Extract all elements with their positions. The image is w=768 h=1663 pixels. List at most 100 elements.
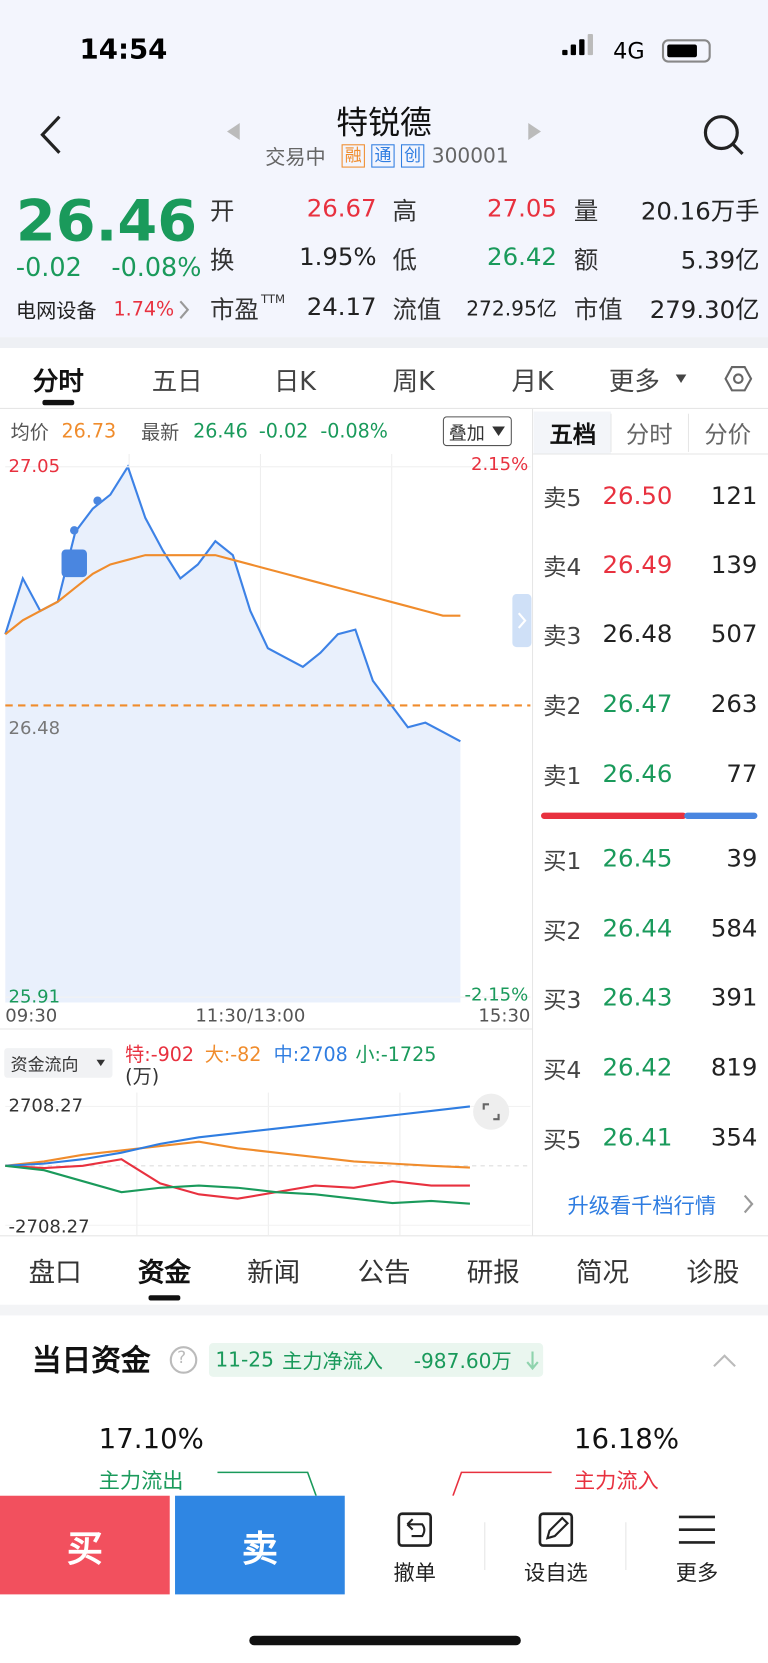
stat-label: 换 — [210, 247, 235, 275]
flow-selector[interactable] — [4, 1048, 113, 1078]
inflow-leader — [452, 1471, 552, 1496]
order-price: 26.42 — [602, 1054, 673, 1083]
sell-label: 卖 — [241, 1528, 278, 1571]
stat-value: 272.95亿 — [466, 297, 557, 321]
home-indicator — [249, 1635, 521, 1646]
order-level-label: 卖3 — [543, 623, 582, 651]
chart-tab[interactable]: 周K — [392, 366, 435, 397]
expand-button[interactable] — [473, 1093, 510, 1130]
detail-tab[interactable]: 简况 — [576, 1257, 630, 1288]
order-price: 26.47 — [602, 690, 673, 719]
net-flow-pill — [208, 1342, 544, 1377]
chart-tab[interactable]: 更多 — [608, 366, 660, 397]
order-book-tab[interactable]: 五档 — [549, 422, 597, 449]
x-tick-label: 11:30/13:00 — [195, 1005, 306, 1027]
expand-icon — [482, 1103, 500, 1121]
stat-value: 5.39亿 — [680, 247, 760, 275]
stat-label: 低 — [392, 247, 417, 275]
chart-tab[interactable]: 日K — [273, 366, 316, 397]
order-price: 26.45 — [602, 845, 673, 874]
order-book-tab[interactable]: 分价 — [704, 422, 752, 449]
last-price: 26.46 — [15, 187, 198, 255]
settings-icon[interactable] — [724, 365, 753, 392]
flow-legend: 特:-902 — [125, 1043, 195, 1067]
order-price: 26.48 — [602, 620, 673, 649]
prev-stock[interactable] — [227, 123, 240, 141]
stat-label: 开 — [210, 198, 235, 226]
detail-tab[interactable]: 诊股 — [686, 1257, 740, 1288]
search-handle — [731, 143, 744, 155]
flow-unit: (万) — [125, 1066, 160, 1089]
flow-legend: 小:-1725 — [355, 1043, 437, 1067]
chart-tab[interactable]: 五日 — [151, 366, 203, 397]
next-stock[interactable] — [528, 123, 542, 141]
signal-bar — [579, 39, 585, 56]
event-dot — [70, 526, 79, 535]
search-button[interactable] — [703, 115, 739, 151]
more-caret — [675, 374, 687, 383]
battery-level — [667, 44, 697, 58]
action-label[interactable]: 更多 — [675, 1559, 719, 1586]
stat-value: 20.16万手 — [640, 198, 760, 226]
sector-name[interactable]: 电网设备 — [15, 299, 97, 324]
last-change-pct: -0.08% — [320, 420, 388, 443]
network-type: 4G — [613, 38, 645, 64]
cancel-arrow — [406, 1518, 426, 1538]
stat-value: 279.30亿 — [649, 297, 760, 325]
order-price: 26.41 — [602, 1124, 673, 1153]
flow-legend: 大:-82 — [204, 1043, 262, 1067]
order-price: 26.43 — [602, 984, 673, 1013]
order-level-label: 卖5 — [543, 485, 582, 513]
order-book-tab[interactable]: 分时 — [625, 422, 673, 449]
upgrade-link[interactable]: 升级看千档行情 — [567, 1192, 717, 1219]
y-tick-label: 25.91 — [8, 986, 61, 1008]
sell-button[interactable] — [175, 1495, 345, 1595]
flow-line — [5, 1105, 471, 1167]
overlay-caret — [492, 426, 505, 436]
sector-chevron — [179, 300, 190, 319]
buy-label: 买 — [66, 1528, 103, 1571]
order-level-label: 卖4 — [543, 554, 582, 582]
signal-bar — [562, 49, 568, 56]
stat-label: 额 — [573, 247, 599, 275]
chart-tab[interactable]: 月K — [511, 366, 554, 397]
y-tick-label: 27.05 — [8, 456, 61, 478]
tab-underline — [148, 1295, 181, 1301]
side-panel-handle[interactable] — [512, 594, 532, 648]
order-level-label: 买3 — [543, 987, 582, 1015]
flow-y-tick-label: -2708.27 — [8, 1216, 90, 1238]
flow-title: 资金流向 — [10, 1054, 79, 1075]
order-volume: 39 — [726, 845, 758, 874]
help-icon[interactable] — [169, 1346, 198, 1374]
detail-tab[interactable]: 研报 — [466, 1257, 520, 1288]
last-label: 最新 — [141, 422, 180, 445]
stock-code: 300001 — [431, 144, 509, 168]
flow-legend: 中:2708 — [273, 1043, 348, 1067]
action-label[interactable]: 设自选 — [524, 1559, 588, 1586]
price-change-pct: -0.08% — [111, 252, 202, 283]
stat-value: 26.42 — [487, 243, 557, 272]
order-volume: 354 — [710, 1124, 758, 1153]
detail-tab[interactable]: 新闻 — [247, 1257, 301, 1288]
watchlist-icon[interactable] — [538, 1512, 574, 1547]
order-level-label: 买4 — [543, 1057, 582, 1085]
order-level-label: 买2 — [543, 918, 582, 946]
detail-tab[interactable]: 公告 — [357, 1257, 411, 1288]
detail-tab[interactable]: 盘口 — [28, 1257, 82, 1288]
collapse-chevron[interactable] — [713, 1354, 736, 1368]
stat-label: 市盈 — [210, 297, 259, 325]
action-label[interactable]: 撤单 — [393, 1559, 436, 1586]
stat-value: 26.67 — [306, 195, 377, 223]
overlay-button[interactable] — [442, 416, 512, 447]
order-price: 26.49 — [602, 551, 673, 580]
buy-button[interactable] — [0, 1495, 170, 1595]
order-volume: 819 — [710, 1054, 758, 1083]
y-tick-label: 26.48 — [8, 718, 61, 740]
x-tick-label: 09:30 — [5, 1005, 58, 1027]
signal-marker — [61, 549, 87, 578]
detail-tab[interactable]: 资金 — [137, 1257, 191, 1288]
cancel-icon[interactable] — [397, 1512, 433, 1547]
chart-tab[interactable]: 分时 — [32, 366, 84, 397]
back-button[interactable] — [40, 115, 61, 154]
order-volume: 263 — [710, 690, 758, 719]
